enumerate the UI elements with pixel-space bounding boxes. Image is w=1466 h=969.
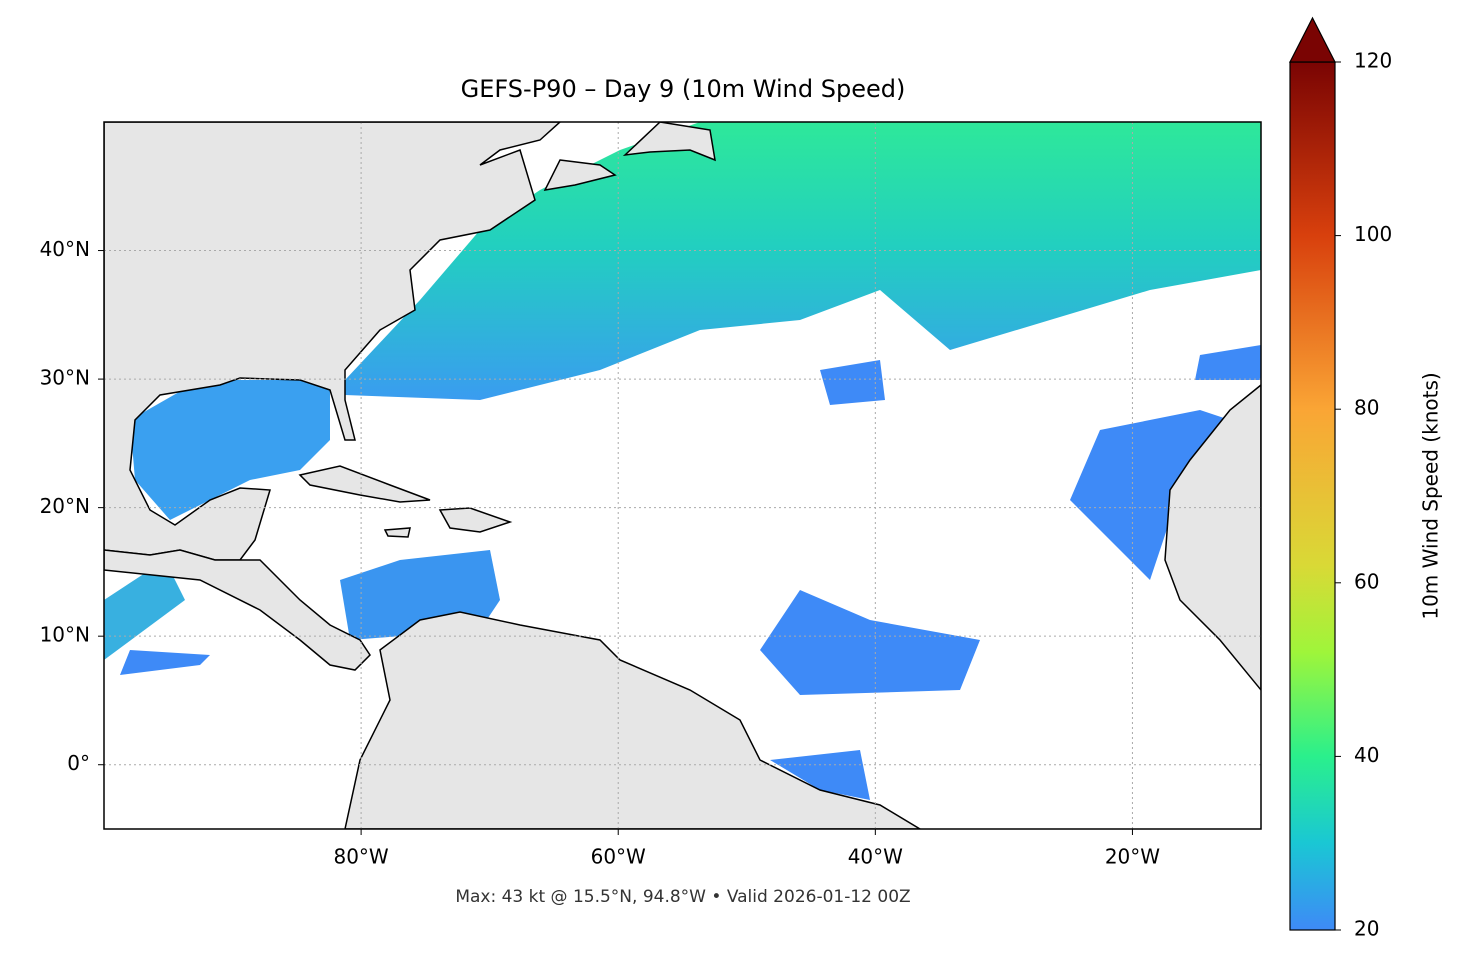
colorbar-tick-label: 80 [1354,396,1379,420]
wind-field [104,122,1261,800]
colorbar-extend [1289,16,1336,63]
map-area [104,122,1261,829]
colorbar-tick-label: 60 [1354,569,1379,593]
colorbar: 10m Wind Speed (knots) 20 40 60 80 100 120 [1289,16,1443,941]
colorbar-tick-label: 100 [1354,222,1392,246]
lat-tick-label: 0° [67,751,90,775]
colorbar-label: 10m Wind Speed (knots) [1419,372,1443,619]
lon-tick-label: 40°W [848,845,903,869]
map-title: GEFS-P90 – Day 9 (10m Wind Speed) [461,75,906,103]
lon-tick-label: 60°W [591,845,646,869]
colorbar-tick-label: 40 [1354,743,1379,767]
colorbar-gradient [1289,61,1336,931]
lat-tick-label: 20°N [40,494,90,518]
lat-tick-label: 10°N [40,623,90,647]
lon-tick-label: 20°W [1105,845,1160,869]
footer-note: Max: 43 kt @ 15.5°N, 94.8°W • Valid 2026… [455,887,910,907]
colorbar-tick-label: 20 [1354,917,1379,941]
lat-tick-label: 30°N [40,366,90,390]
land [104,122,1261,829]
map-frame [103,121,1262,830]
colorbar-tick-label: 120 [1354,49,1392,73]
lon-tick-label: 80°W [333,845,388,869]
lat-tick-label: 40°N [40,237,90,261]
